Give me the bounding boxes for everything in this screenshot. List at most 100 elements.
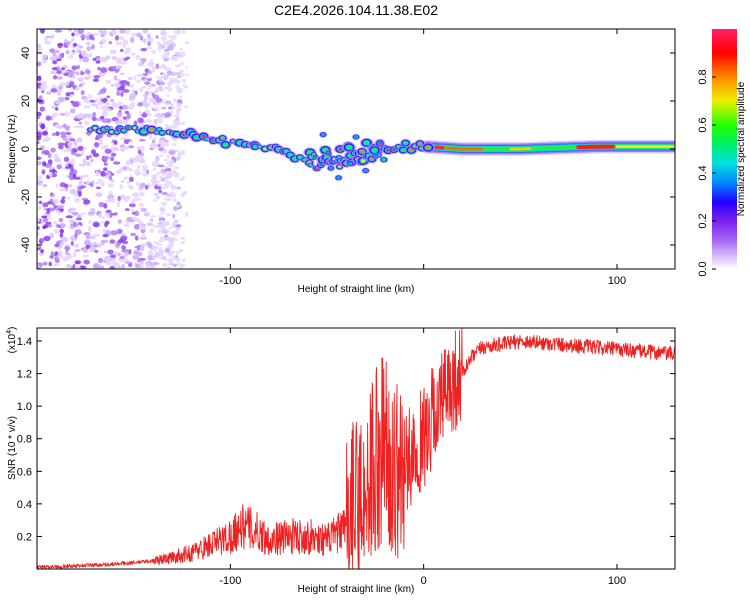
snr-scale-label: (x104) [6, 327, 18, 354]
noise-blob [174, 166, 179, 170]
noise-blob [113, 161, 121, 165]
noise-blob [78, 57, 85, 63]
noise-blob [40, 123, 46, 130]
noise-blob [55, 123, 59, 129]
noise-blob [165, 172, 172, 179]
noise-blob [119, 29, 126, 34]
noise-blob [153, 193, 159, 196]
noise-blob [141, 242, 148, 247]
noise-blob [67, 141, 73, 148]
noise-blob [88, 154, 92, 159]
ridge-blob [141, 129, 146, 134]
noise-blob [151, 66, 156, 73]
noise-blob [105, 118, 111, 123]
noise-blob [52, 51, 56, 57]
noise-blob [54, 29, 63, 33]
noise-blob [37, 226, 40, 230]
x-tick-label: 100 [608, 575, 626, 587]
noise-blob [69, 93, 74, 98]
noise-blob [173, 197, 177, 202]
noise-blob [122, 145, 130, 150]
noise-blob [117, 257, 125, 263]
noise-blob [159, 243, 163, 246]
noise-blob [37, 181, 42, 186]
noise-blob [59, 228, 64, 234]
noise-blob [137, 117, 144, 124]
noise-blob [61, 236, 69, 243]
noise-blob [98, 212, 102, 219]
noise-blob [62, 149, 69, 153]
noise-blob [105, 199, 111, 203]
noise-blob [71, 32, 75, 37]
noise-blob [70, 51, 76, 55]
ridge-blob [253, 145, 257, 149]
ridge-blob [327, 152, 330, 155]
noise-blob [60, 134, 67, 139]
noise-blob [155, 180, 161, 183]
noise-blob [105, 102, 110, 107]
noise-blob [158, 189, 163, 194]
noise-blob [80, 34, 86, 39]
noise-blob [174, 71, 182, 76]
noise-blob [183, 105, 189, 109]
noise-blob [67, 196, 71, 200]
noise-blob [80, 70, 84, 76]
ridge-blob [337, 176, 340, 179]
noise-blob [50, 147, 56, 153]
noise-blob [159, 45, 167, 49]
noise-blob [49, 232, 55, 239]
noise-blob [178, 178, 184, 181]
noise-blob [152, 167, 157, 172]
noise-blob [119, 72, 125, 76]
noise-blob [51, 112, 59, 118]
noise-blob [92, 263, 100, 268]
spectral-ridge [86, 124, 675, 181]
ridge-blob [174, 132, 179, 136]
noise-blob [170, 242, 175, 246]
noise-blob [147, 250, 154, 256]
noise-blob [53, 153, 59, 160]
noise-blob [69, 81, 75, 88]
noise-blob [127, 195, 131, 200]
noise-blob [95, 186, 102, 190]
noise-blob [94, 249, 99, 253]
noise-blob [69, 235, 77, 241]
noise-blob [124, 208, 130, 212]
noise-blob [148, 134, 153, 140]
noise-blob [92, 221, 100, 228]
noise-blob [63, 72, 70, 77]
noise-blob [97, 101, 104, 106]
x-tick-label: 100 [608, 275, 626, 287]
noise-blob [50, 34, 55, 39]
noise-blob [151, 256, 157, 259]
noise-blob [126, 180, 131, 184]
noise-blob [42, 225, 47, 229]
noise-blob [83, 199, 91, 205]
ridge-blob [122, 129, 126, 132]
noise-blob [37, 135, 42, 141]
noise-blob [64, 111, 70, 117]
noise-blob [69, 138, 76, 142]
noise-blob [144, 109, 150, 114]
noise-blob [52, 201, 58, 204]
noise-blob [135, 218, 141, 223]
noise-blob [115, 120, 119, 125]
noise-blob [110, 212, 118, 216]
noise-blob [122, 44, 126, 48]
noise-blob [89, 99, 96, 103]
noise-blob [183, 190, 188, 194]
noise-blob [110, 50, 116, 55]
noise-blob [130, 232, 137, 237]
ridge-blob [160, 131, 164, 134]
noise-blob [121, 104, 128, 110]
noise-blob [77, 77, 84, 82]
noise-blob [124, 110, 130, 115]
noise-blob [164, 139, 169, 143]
noise-blob [152, 245, 159, 250]
noise-blob [37, 44, 42, 50]
noise-blob [111, 117, 119, 122]
noise-blob [175, 204, 181, 208]
noise-blob [168, 149, 176, 155]
noise-blob [141, 233, 146, 239]
noise-blob [148, 97, 155, 103]
